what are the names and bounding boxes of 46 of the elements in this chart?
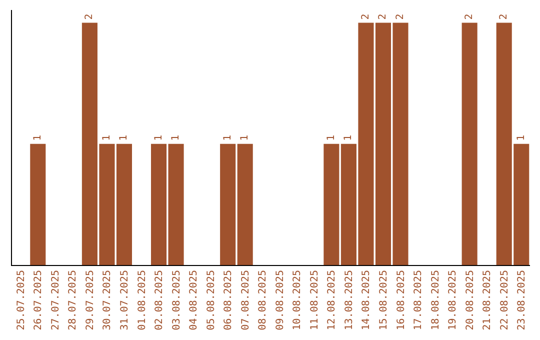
x-tick-label: 21.08.2025 [482,270,494,330]
data-label: 2 [464,14,476,20]
data-label: 1 [343,134,354,141]
x-tick-label: 07.08.2025 [240,270,252,330]
x-tick-label: 25.07.2025 [16,270,27,330]
x-tick-label: 02.08.2025 [154,270,166,330]
x-tick-label: 05.08.2025 [206,270,217,330]
x-tick-label: 19.08.2025 [448,270,459,330]
x-tick-label: 10.08.2025 [292,270,304,330]
x-tick-label: 14.08.2025 [361,270,372,330]
x-tick-label: 28.07.2025 [68,270,79,330]
x-tick-label: 06.08.2025 [223,270,234,330]
x-tick-label: 17.08.2025 [413,270,424,330]
x-tick-label: 08.08.2025 [258,270,269,330]
x-tick-label: 18.08.2025 [430,270,442,330]
data-label: 2 [360,14,372,20]
x-tick-label: 13.08.2025 [344,270,355,330]
x-tick-label: 03.08.2025 [171,270,182,330]
data-label: 1 [32,134,44,141]
data-label: 1 [240,134,251,141]
data-label: 1 [326,134,337,141]
x-tick-label: 11.08.2025 [309,270,320,330]
data-label: 1 [170,134,182,141]
x-tick-label: 16.08.2025 [396,270,407,330]
data-label: 1 [118,134,130,141]
data-label: 1 [516,134,527,141]
data-label: 2 [378,14,389,20]
data-label: 2 [84,14,96,20]
x-tick-label: 01.08.2025 [136,270,148,330]
x-tick-label: 09.08.2025 [274,270,286,330]
x-tick-label: 23.08.2025 [516,270,528,330]
x-tick-label: 22.08.2025 [499,270,510,330]
data-label: 1 [101,134,112,141]
data-label: 2 [395,14,406,20]
data-label: 2 [498,14,510,20]
x-tick-label: 12.08.2025 [326,270,338,330]
x-tick-label: 27.07.2025 [50,270,62,330]
x-tick-label: 26.07.2025 [33,270,44,330]
data-label: 1 [222,134,234,141]
x-tick-label: 04.08.2025 [188,270,200,330]
x-tick-label: 31.07.2025 [119,270,130,330]
x-tick-label: 30.07.2025 [102,270,114,330]
x-tick-label: 15.08.2025 [378,270,390,330]
x-tick-label: 20.08.2025 [464,270,476,330]
data-label: 1 [153,134,164,141]
x-tick-label: 29.07.2025 [84,270,96,330]
